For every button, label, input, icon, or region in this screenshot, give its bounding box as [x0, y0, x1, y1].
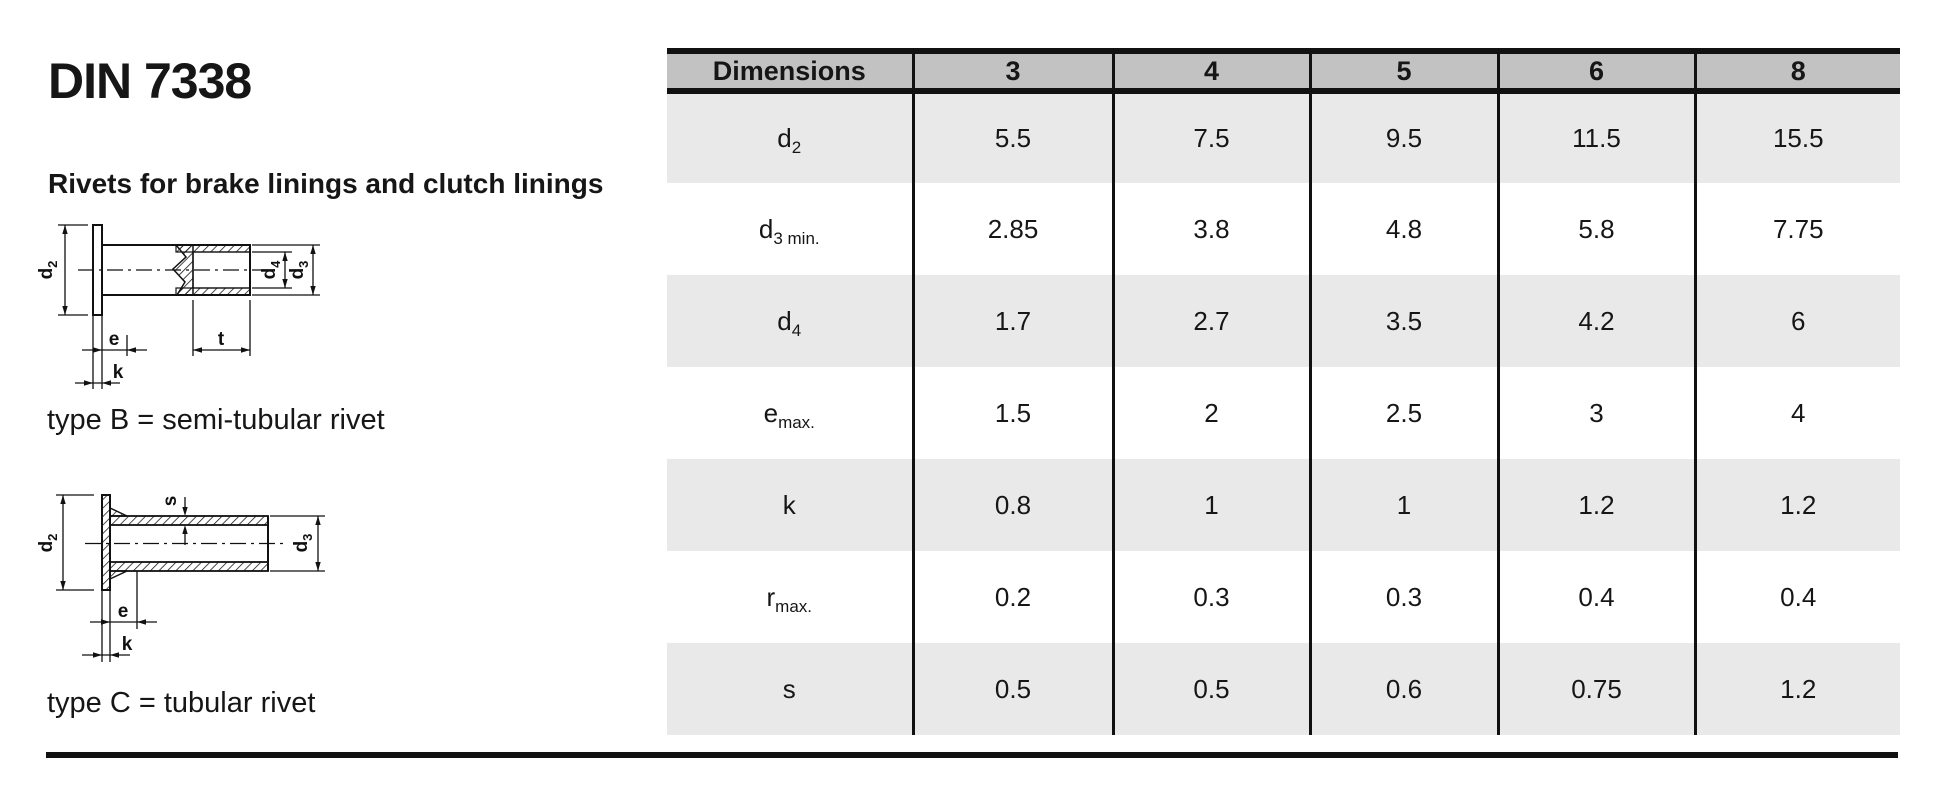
row-label-rmax: rmax.: [766, 581, 812, 616]
value-cell: 0.3: [1111, 551, 1310, 643]
value-cell: 4.8: [1308, 183, 1498, 275]
blind-hole: [192, 251, 251, 289]
value-cell: 0.4: [1693, 551, 1900, 643]
dim-label-d3: d3: [287, 261, 311, 280]
row-label-d2: d2: [777, 123, 802, 158]
semi-tubular-rivet-drawing: d2 d4 d3 e t k: [36, 224, 320, 389]
dim-label-k: k: [122, 634, 133, 655]
value-cell: 1.2: [1693, 459, 1900, 551]
value-cell: 2.7: [1111, 275, 1310, 367]
tube-bottom-wall: [109, 561, 269, 572]
fillet-bottom: [109, 570, 128, 581]
dim-label-s: s: [160, 496, 181, 507]
dim-label-d4: d4: [259, 260, 283, 280]
size-column-header: 3: [911, 51, 1113, 94]
dim-label-e: e: [118, 601, 129, 622]
value-cell: 9.5: [1308, 91, 1498, 183]
value-cell: 3.8: [1111, 183, 1310, 275]
row-label-s: s: [782, 673, 796, 704]
value-cell: 0.75: [1496, 643, 1695, 735]
value-cell: 2.5: [1308, 367, 1498, 459]
table-row: rmax. 0.2 0.3 0.3 0.4 0.4: [667, 551, 1900, 643]
value-cell: 0.3: [1308, 551, 1498, 643]
tube-top-wall: [109, 515, 269, 526]
value-cell: 1: [1111, 459, 1310, 551]
table-row: d3 min. 2.85 3.8 4.8 5.8 7.75: [667, 183, 1900, 275]
value-cell: 5.5: [911, 91, 1113, 183]
table-row: k 0.8 1 1 1.2 1.2: [667, 459, 1900, 551]
value-cell: 3: [1496, 367, 1695, 459]
dim-label-t: t: [218, 329, 225, 350]
value-cell: 7.5: [1111, 91, 1310, 183]
table-row: s 0.5 0.5 0.6 0.75 1.2: [667, 643, 1900, 735]
value-cell: 2: [1111, 367, 1310, 459]
table-header-row: Dimensions 3 4 5 6 8: [667, 51, 1900, 94]
dimensions-column-header: Dimensions: [667, 51, 913, 94]
page-subtitle: Rivets for brake linings and clutch lini…: [48, 168, 604, 199]
dim-label-d2: d2: [36, 534, 60, 553]
row-label-emax: emax.: [763, 397, 815, 432]
dim-label-d3: d3: [291, 534, 315, 553]
value-cell: 1.2: [1496, 459, 1695, 551]
dimensions-table: Dimensions 3 4 5 6 8 d2 5.5 7.5 9.5 11.5…: [667, 48, 1900, 735]
value-cell: 0.5: [911, 643, 1113, 735]
value-cell: 15.5: [1693, 91, 1900, 183]
row-label-d4: d4: [777, 305, 802, 340]
value-cell: 11.5: [1496, 91, 1695, 183]
value-cell: 6: [1693, 275, 1900, 367]
caption-type-b: type B = semi-tubular rivet: [47, 404, 385, 436]
caption-type-c: type C = tubular rivet: [47, 687, 316, 719]
value-cell: 4.2: [1496, 275, 1695, 367]
tubular-rivet-drawing: d2 s d3 e k: [36, 494, 325, 662]
table-row: d4 1.7 2.7 3.5 4.2 6: [667, 275, 1900, 367]
value-cell: 7.75: [1693, 183, 1900, 275]
value-cell: 0.6: [1308, 643, 1498, 735]
value-cell: 1.7: [911, 275, 1113, 367]
value-cell: 1.2: [1693, 643, 1900, 735]
value-cell: 1: [1308, 459, 1498, 551]
row-label-k: k: [782, 489, 796, 520]
size-column-header: 6: [1496, 51, 1695, 94]
rivet-head: [101, 494, 111, 591]
table-row: emax. 1.5 2 2.5 3 4: [667, 367, 1900, 459]
dim-label-d2: d2: [36, 261, 60, 280]
value-cell: 2.85: [911, 183, 1113, 275]
value-cell: 0.5: [1111, 643, 1310, 735]
dim-label-k: k: [113, 362, 124, 383]
value-cell: 4: [1693, 367, 1900, 459]
page-title: DIN 7338: [48, 53, 252, 109]
value-cell: 0.2: [911, 551, 1113, 643]
value-cell: 5.8: [1496, 183, 1695, 275]
size-column-header: 8: [1693, 51, 1900, 94]
value-cell: 1.5: [911, 367, 1113, 459]
value-cell: 0.8: [911, 459, 1113, 551]
size-column-header: 4: [1111, 51, 1310, 94]
row-label-d3min: d3 min.: [758, 213, 820, 248]
page-bottom-rule: [46, 752, 1898, 758]
value-cell: 0.4: [1496, 551, 1695, 643]
table-row: d2 5.5 7.5 9.5 11.5 15.5: [667, 91, 1900, 183]
hatched-section-break: [171, 244, 194, 296]
fillet-top: [109, 506, 128, 517]
value-cell: 3.5: [1308, 275, 1498, 367]
size-column-header: 5: [1308, 51, 1498, 94]
dim-label-e: e: [109, 329, 120, 350]
